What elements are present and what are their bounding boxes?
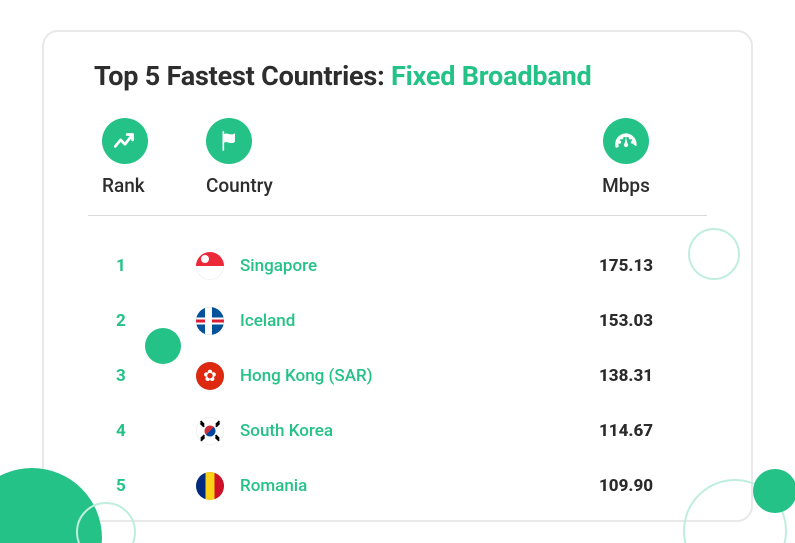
rank-cell: 1 bbox=[88, 256, 196, 276]
header-mbps: Mbps bbox=[551, 118, 701, 197]
table-row: 5 Romania 109.90 bbox=[88, 458, 707, 513]
country-cell: Singapore bbox=[196, 252, 496, 280]
flag-south-korea-icon bbox=[196, 417, 224, 445]
header-country: Country bbox=[202, 118, 466, 197]
table-row: 3 Hong Kong (SAR) 138.31 bbox=[88, 348, 707, 403]
flag-hong-kong-icon bbox=[196, 362, 224, 390]
rank-cell: 3 bbox=[88, 366, 196, 386]
country-cell: Romania bbox=[196, 472, 496, 500]
ranking-card: Top 5 Fastest Countries: Fixed Broadband… bbox=[42, 30, 753, 522]
rank-cell: 2 bbox=[88, 311, 196, 331]
header-mbps-label: Mbps bbox=[602, 174, 650, 197]
flag-romania-icon bbox=[196, 472, 224, 500]
flag-icon bbox=[206, 118, 252, 164]
country-name: Romania bbox=[240, 476, 307, 496]
country-name: Iceland bbox=[240, 311, 295, 331]
flag-iceland-icon bbox=[196, 307, 224, 335]
table-row: 2 Iceland 153.03 bbox=[88, 293, 707, 348]
mbps-cell: 114.67 bbox=[557, 421, 707, 441]
country-name: Hong Kong (SAR) bbox=[240, 366, 373, 386]
table-row: 4 South Korea 114.67 bbox=[88, 403, 707, 458]
title-prefix: Top 5 Fastest Countries: bbox=[94, 60, 391, 92]
title-accent: Fixed Broadband bbox=[391, 60, 592, 92]
header-rank-label: Rank bbox=[102, 174, 145, 197]
column-headers: Rank Country Mbps bbox=[88, 118, 707, 216]
country-cell: Hong Kong (SAR) bbox=[196, 362, 496, 390]
country-cell: Iceland bbox=[196, 307, 496, 335]
gauge-icon bbox=[603, 118, 649, 164]
country-name: South Korea bbox=[240, 421, 333, 441]
mbps-cell: 109.90 bbox=[557, 476, 707, 496]
rank-cell: 4 bbox=[88, 421, 196, 441]
mbps-cell: 153.03 bbox=[557, 311, 707, 331]
rows-container: 1 Singapore 175.13 2 Iceland 153.03 3 Ho… bbox=[88, 216, 707, 513]
table-row: 1 Singapore 175.13 bbox=[88, 238, 707, 293]
flag-singapore-icon bbox=[196, 252, 224, 280]
card-title: Top 5 Fastest Countries: Fixed Broadband bbox=[94, 60, 707, 92]
country-cell: South Korea bbox=[196, 417, 496, 445]
country-name: Singapore bbox=[240, 256, 317, 276]
header-rank: Rank bbox=[94, 118, 202, 197]
header-country-label: Country bbox=[206, 174, 273, 197]
mbps-cell: 138.31 bbox=[557, 366, 707, 386]
mbps-cell: 175.13 bbox=[557, 256, 707, 276]
decoration-circle bbox=[753, 469, 795, 513]
rank-cell: 5 bbox=[88, 476, 196, 496]
trend-up-icon bbox=[102, 118, 148, 164]
